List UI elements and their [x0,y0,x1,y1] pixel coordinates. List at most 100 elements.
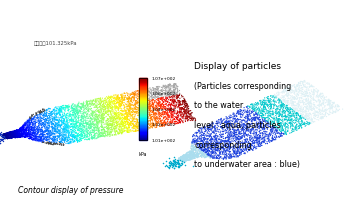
Point [11,133,16,137]
Point [163,102,169,106]
Point [275,119,280,123]
Point [188,114,194,117]
Point [303,114,309,117]
Point [164,124,170,127]
Point [84,127,90,130]
Point [273,138,279,142]
Point [216,121,222,124]
Point [114,99,120,102]
Point [180,100,186,103]
Point [63,138,69,141]
Point [273,126,278,129]
Point [166,104,172,107]
Point [190,152,196,156]
Point [199,139,205,143]
Point [293,128,298,131]
Point [51,130,57,133]
Point [318,103,324,107]
Point [251,130,257,133]
Point [27,116,33,119]
Point [119,131,125,134]
Point [0,134,4,138]
Point [47,134,52,138]
Point [128,123,133,126]
Point [158,117,163,120]
Point [185,119,190,122]
Point [102,130,107,133]
Point [267,125,272,129]
Point [262,133,268,136]
Point [244,126,249,130]
Point [49,122,55,125]
Point [283,107,288,110]
Point [63,114,69,117]
Point [291,130,297,133]
Point [155,105,161,108]
Point [167,89,172,93]
Point [39,131,45,134]
Point [19,130,24,133]
Point [215,150,220,153]
Point [246,130,252,133]
Point [211,152,217,155]
Point [144,102,150,105]
Point [72,124,77,128]
Point [163,164,168,167]
Point [287,108,293,111]
Point [194,155,200,159]
Point [124,97,130,101]
Point [152,119,158,122]
Point [202,136,207,139]
Point [25,135,30,138]
Point [291,128,297,131]
Point [161,121,167,124]
Point [318,100,323,104]
Point [27,117,33,120]
Point [189,157,194,160]
Point [186,158,191,162]
Point [48,130,53,134]
Point [276,117,281,121]
Point [144,115,150,119]
Point [38,124,44,127]
Point [181,113,186,116]
Point [167,95,173,98]
Point [294,113,300,116]
Point [300,113,306,116]
Point [201,138,206,142]
Point [289,85,295,88]
Point [166,115,172,118]
Point [191,157,196,160]
Point [161,93,167,97]
Point [24,134,30,137]
Point [160,84,166,88]
Point [184,157,189,161]
Point [272,121,277,124]
Point [139,107,144,110]
Point [306,122,311,125]
Point [122,129,128,132]
Point [275,111,281,114]
Point [72,129,77,132]
Point [235,138,241,141]
Point [104,104,110,107]
Point [177,121,183,124]
Point [299,109,305,112]
Point [205,125,210,128]
Point [126,104,132,108]
Point [98,108,103,111]
Point [27,133,32,136]
Point [113,114,118,117]
Point [189,142,195,145]
Point [243,146,248,149]
Point [96,97,102,101]
Point [88,126,94,130]
Point [13,130,18,133]
Point [54,122,60,125]
Point [6,133,11,136]
Point [25,122,30,125]
Point [184,104,190,108]
Point [122,92,128,96]
Point [205,142,211,145]
Point [187,156,192,159]
